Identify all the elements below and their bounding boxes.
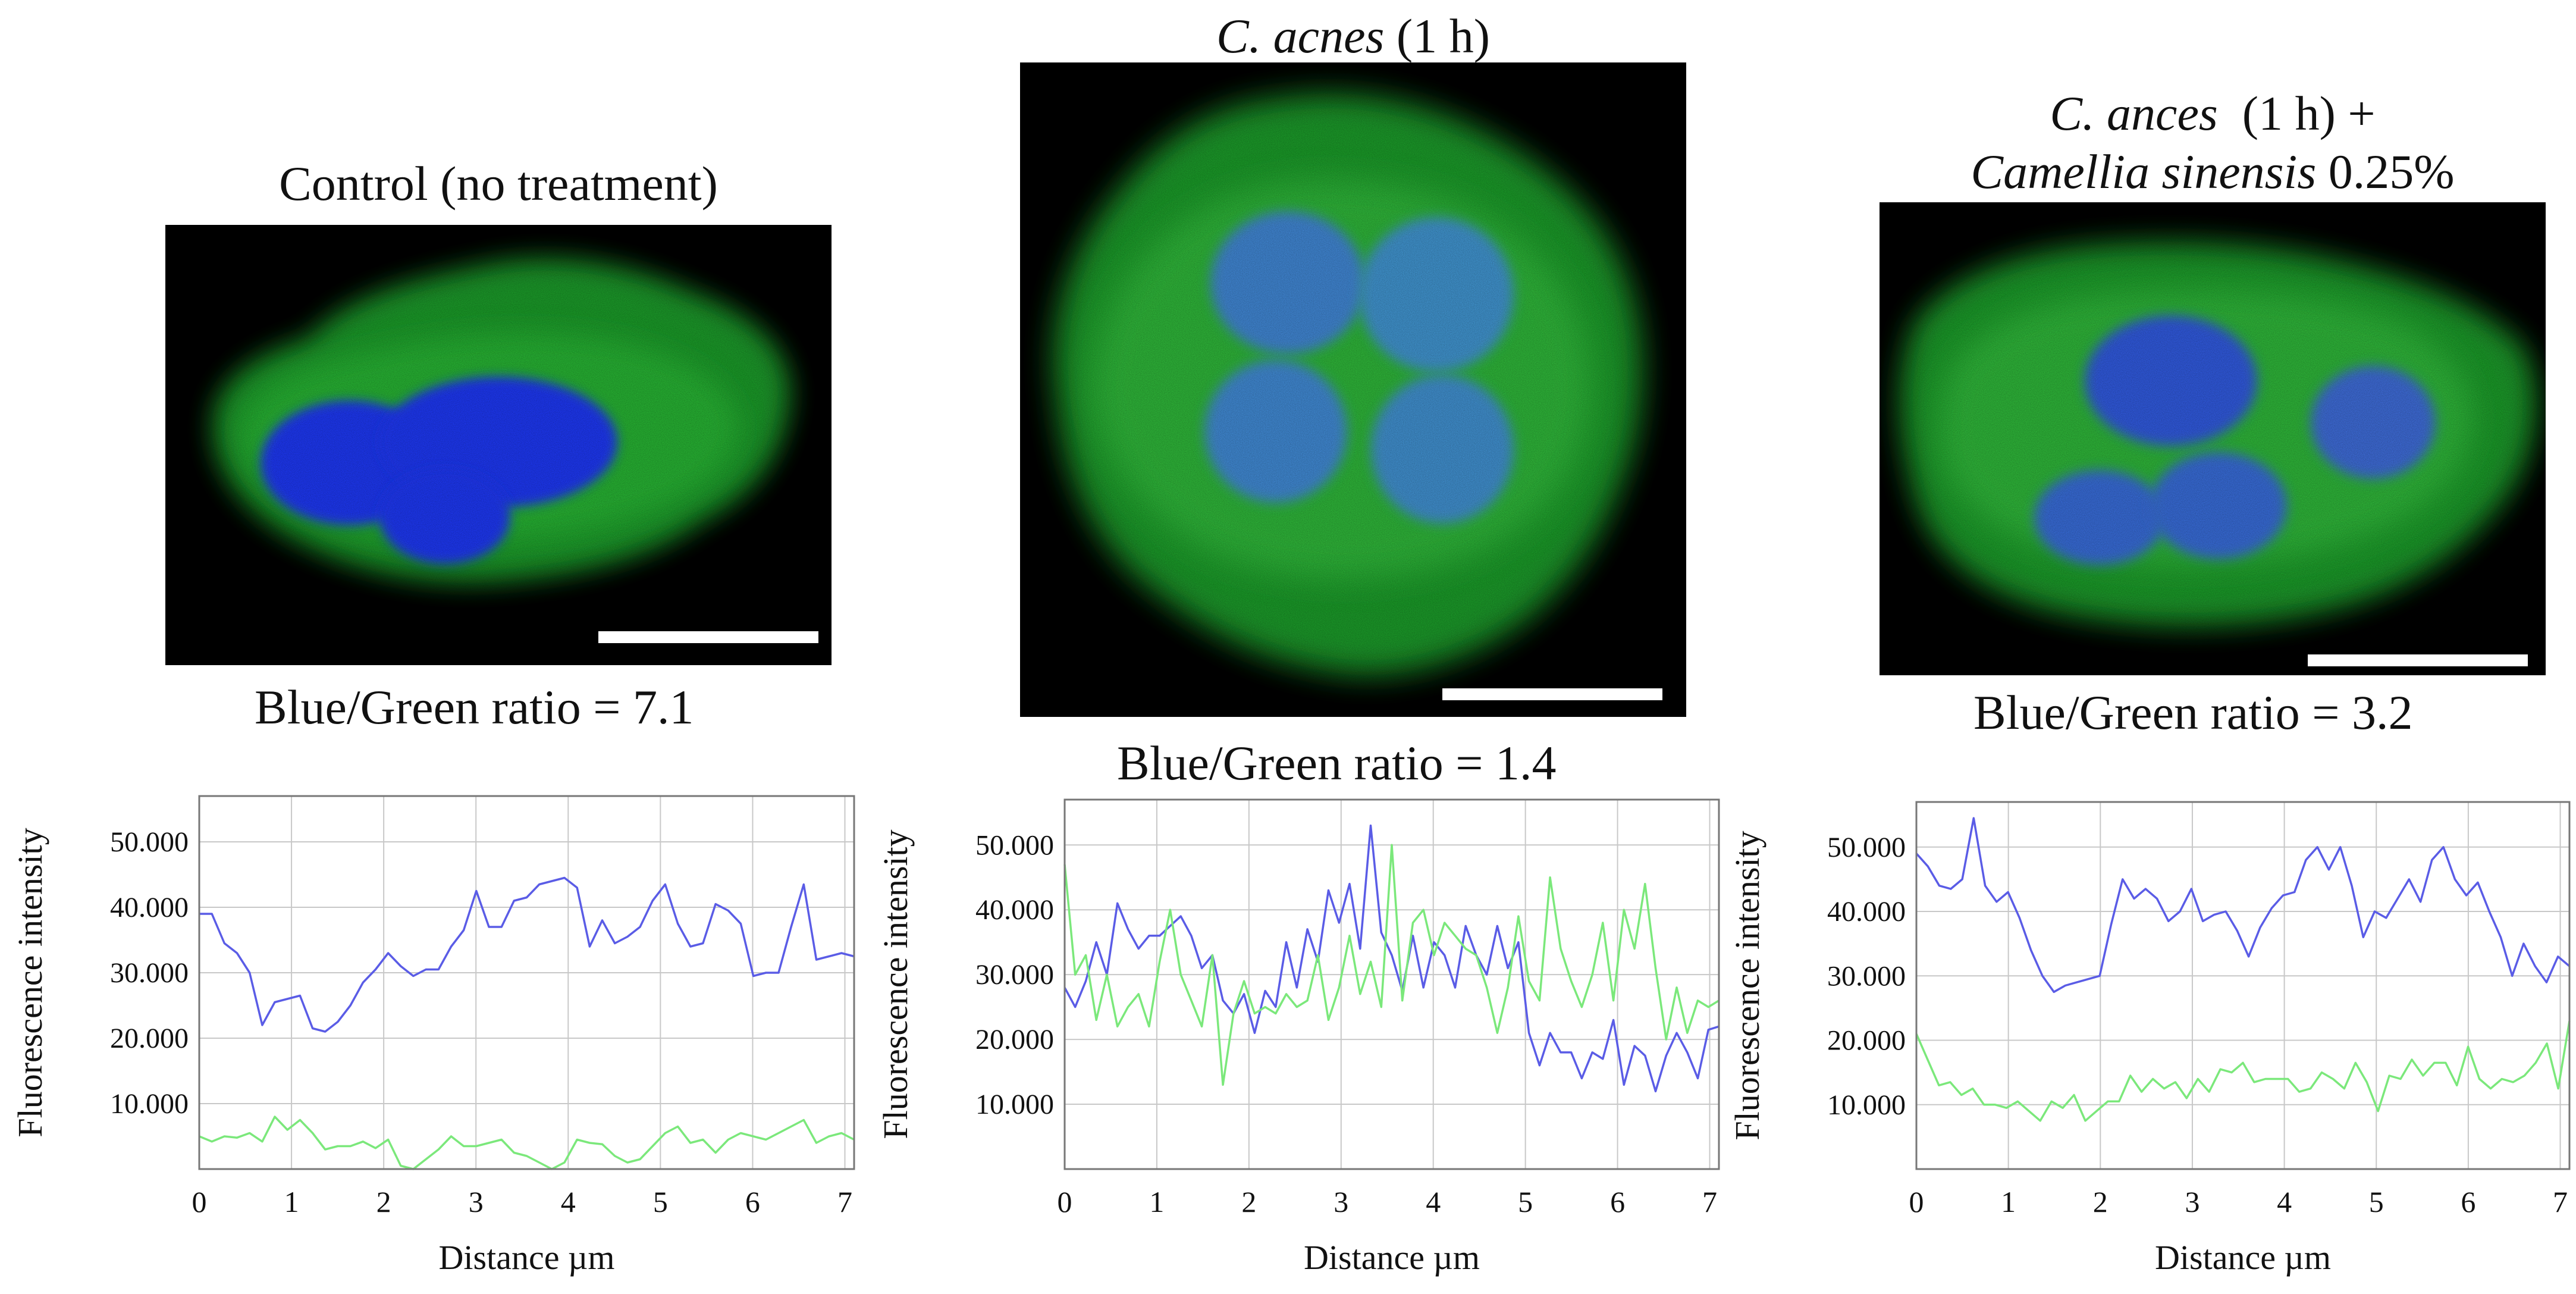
micrograph-camellia [1880, 202, 2546, 675]
ratio-label-cacnes: Blue/Green ratio = 1.4 [1117, 736, 1557, 790]
series-line-blue [1915, 817, 2571, 994]
series-line-blue [199, 876, 855, 1033]
x-tick-label: 6 [2461, 1185, 2475, 1218]
y-tick-label: 30.000 [1827, 960, 1906, 992]
scale-bar [2308, 654, 2528, 666]
x-tick-label: 6 [1610, 1185, 1625, 1218]
x-tick-label: 2 [376, 1185, 391, 1218]
x-tick-label: 4 [561, 1185, 576, 1218]
x-tick-label: 0 [192, 1185, 207, 1218]
chart-cacnes: 10.000 20.000 30.000 40.000 50.000 0 1 2 3 4 5 6 7 Di… [876, 798, 1720, 1277]
plot-frame [1063, 798, 1720, 1170]
y-tick-label: 30.000 [110, 957, 189, 989]
micrograph-cacnes [1020, 62, 1686, 717]
y-tick-label: 40.000 [1827, 896, 1906, 928]
x-tick-label: 2 [1241, 1185, 1256, 1218]
plot-border [198, 795, 855, 1170]
ratio-label-camellia: Blue/Green ratio = 3.2 [1973, 685, 2413, 740]
series-line-green [1063, 844, 1720, 1086]
y-tick-label: 50.000 [975, 829, 1054, 861]
series-line-blue [1063, 824, 1720, 1093]
y-tick-label: 40.000 [975, 894, 1054, 926]
chart-control: 10.000 20.000 30.000 40.000 50.000 0 1 2 3 4 5 6 7 Di… [11, 795, 855, 1277]
y-tick-label: 20.000 [975, 1024, 1054, 1055]
x-tick-label: 5 [653, 1185, 668, 1218]
scale-bar [598, 631, 818, 643]
panel-title-control: Control (no treatment) [279, 156, 718, 211]
y-tick-label: 10.000 [1827, 1089, 1906, 1121]
y-tick-label: 20.000 [1827, 1025, 1906, 1057]
x-axis-label: Distance µm [439, 1238, 615, 1277]
x-tick-label: 7 [1702, 1185, 1717, 1218]
x-tick-label: 4 [1426, 1185, 1441, 1218]
plot-control: 10.000 20.000 30.000 40.000 50.000 0 1 2 3 4 5 6 7 Di… [0, 785, 862, 1279]
scale-bar [1442, 688, 1662, 700]
plot-cacnes: 10.000 20.000 30.000 40.000 50.000 0 1 2 3 4 5 6 7 Di… [868, 785, 1731, 1279]
x-tick-label: 1 [1149, 1185, 1164, 1218]
plot-frame [198, 795, 855, 1170]
x-axis-label: Distance µm [1304, 1238, 1480, 1277]
ratio-label-control: Blue/Green ratio = 7.1 [255, 680, 694, 734]
x-tick-label: 4 [2277, 1185, 2292, 1218]
y-axis-label: Fluorescence intensity [11, 828, 49, 1137]
y-tick-label: 30.000 [975, 959, 1054, 991]
x-tick-label: 3 [2185, 1185, 2200, 1218]
plot-frame [1915, 801, 2571, 1170]
y-tick-label: 40.000 [110, 892, 189, 923]
chart-camellia: 10.000 20.000 30.000 40.000 50.000 0 1 2 3 4 5 6 7 Di… [1728, 801, 2571, 1277]
x-tick-label: 7 [837, 1185, 852, 1218]
x-tick-label: 1 [284, 1185, 299, 1218]
x-tick-label: 1 [2001, 1185, 2016, 1218]
x-tick-label: 7 [2553, 1185, 2568, 1218]
panel-title-cacnes: C. acnes (1 h) [1216, 9, 1491, 63]
x-tick-label: 2 [2093, 1185, 2108, 1218]
y-tick-label: 10.000 [975, 1089, 1054, 1120]
y-tick-label: 50.000 [1827, 832, 1906, 863]
series-line-green [199, 1116, 855, 1170]
y-axis-label: Fluorescence intensity [1728, 831, 1767, 1140]
x-tick-label: 3 [1334, 1185, 1348, 1218]
y-axis-label: Fluorescence intensity [876, 829, 915, 1139]
micrograph-control [165, 225, 832, 665]
panel-title-camellia-line1: C. ances (1 h) + [2050, 86, 2376, 140]
y-tick-label: 10.000 [110, 1088, 189, 1120]
plot-camellia: 10.000 20.000 30.000 40.000 50.000 0 1 2 3 4 5 6 7 Di… [1728, 785, 2575, 1279]
x-tick-label: 6 [745, 1185, 760, 1218]
panel-title-camellia-line2: Camellia sinensis 0.25% [1971, 145, 2455, 199]
series-line-green [1915, 1020, 2571, 1122]
y-tick-label: 20.000 [110, 1023, 189, 1054]
plot-border [1915, 801, 2571, 1170]
y-tick-label: 50.000 [110, 826, 189, 858]
x-tick-label: 5 [2369, 1185, 2384, 1218]
x-tick-label: 0 [1058, 1185, 1072, 1218]
x-tick-label: 3 [469, 1185, 484, 1218]
plot-border [1063, 798, 1720, 1170]
x-tick-label: 0 [1909, 1185, 1924, 1218]
x-tick-label: 5 [1518, 1185, 1533, 1218]
x-axis-label: Distance µm [2155, 1238, 2331, 1277]
